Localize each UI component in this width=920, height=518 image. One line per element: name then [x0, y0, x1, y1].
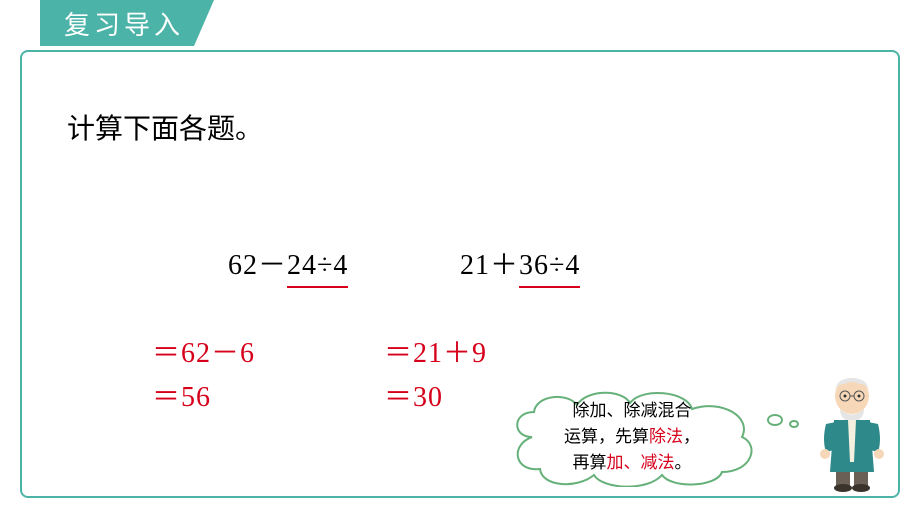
step-2: ＝56: [152, 376, 348, 420]
problem-1: 62－24÷4 ＝62－6 ＝56: [180, 200, 348, 420]
speech-line3-red: 加、减法: [607, 453, 675, 472]
speech-line2-post: ，: [683, 427, 700, 446]
prompt-text: 计算下面各题。: [67, 107, 263, 147]
expr-underlined: 24÷4: [287, 244, 348, 288]
expr-underlined: 36÷4: [519, 244, 580, 288]
expr-prefix: 62－: [228, 250, 287, 281]
expression: 21＋36÷4: [412, 200, 580, 332]
speech-line3-pre: 再算: [573, 453, 607, 472]
content-panel: 计算下面各题。 62－24÷4 ＝62－6 ＝56 21＋36÷4 ＝21＋9 …: [20, 50, 900, 498]
speech-line3-post: 。: [675, 453, 692, 472]
speech-cloud: 除加、除减混合 运算，先算除法， 再算加、减法。: [502, 387, 762, 487]
speech-line2-pre: 运算，先算: [564, 427, 649, 446]
speech-line2-red: 除法: [649, 427, 683, 446]
step-1: ＝21＋9: [384, 332, 580, 376]
header-tab: 复习导入: [40, 0, 214, 46]
speech-text: 除加、除减混合 运算，先算除法， 再算加、减法。: [502, 387, 762, 487]
step-1: ＝62－6: [152, 332, 348, 376]
tab-label: 复习导入: [64, 5, 184, 42]
speech-line1: 除加、除减混合: [573, 401, 692, 420]
expr-prefix: 21＋: [460, 250, 519, 281]
teacher-icon: [812, 372, 892, 492]
expression: 62－24÷4: [180, 200, 348, 332]
